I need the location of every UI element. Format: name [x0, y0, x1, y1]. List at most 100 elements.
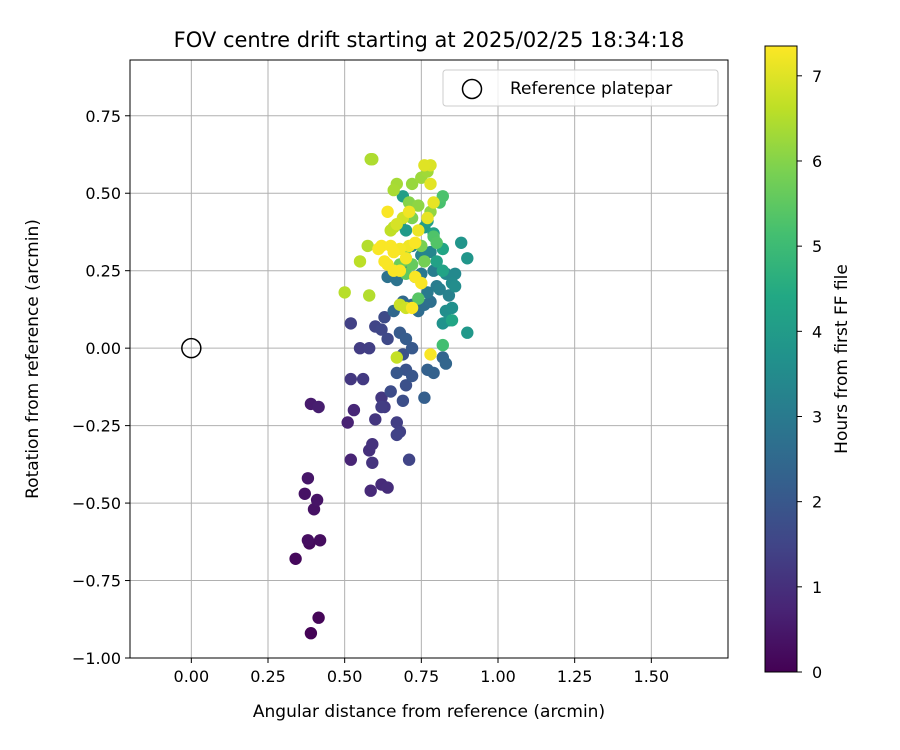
- colorbar: 0 1 2 3 4 5 6 7 Hours from first FF file: [764, 45, 852, 682]
- reference-platepar-marker: [181, 337, 202, 359]
- data-point: [412, 292, 425, 305]
- x-tick-label: 0.50: [327, 667, 363, 686]
- legend-label: Reference platepar: [510, 79, 672, 99]
- data-point: [436, 264, 449, 277]
- data-point: [409, 236, 422, 249]
- data-point: [418, 255, 431, 268]
- legend: Reference platepar: [442, 69, 719, 107]
- data-point: [347, 403, 361, 417]
- x-axis-label: Angular distance from reference (arcmin): [253, 702, 605, 722]
- x-tick-label: 0.00: [174, 667, 210, 686]
- data-point: [445, 314, 459, 327]
- data-point: [393, 264, 407, 277]
- data-point: [390, 428, 403, 442]
- data-point: [418, 391, 431, 404]
- colorbar-label: Hours from first FF file: [832, 264, 852, 454]
- data-point: [312, 611, 325, 624]
- data-point: [436, 338, 449, 352]
- data-point: [366, 456, 379, 469]
- data-point: [375, 323, 388, 336]
- data-point: [442, 289, 456, 302]
- data-point: [372, 242, 385, 256]
- data-point: [313, 534, 327, 547]
- data-point: [412, 224, 425, 237]
- data-point: [298, 487, 311, 500]
- data-point: [412, 199, 425, 212]
- data-point: [341, 416, 354, 429]
- data-point: [439, 357, 453, 370]
- data-point: [430, 236, 443, 249]
- data-point: [353, 255, 367, 268]
- data-point: [384, 385, 397, 398]
- data-point: [312, 400, 325, 414]
- y-tick-label: −0.75: [72, 572, 121, 591]
- data-point: [387, 183, 400, 197]
- colorbar-tick-label: 1: [812, 578, 822, 597]
- data-point: [381, 481, 394, 494]
- data-point: [421, 286, 434, 299]
- data-point: [304, 627, 318, 640]
- plot-frame: [129, 59, 729, 659]
- colorbar-tick-label: 6: [812, 152, 822, 171]
- colorbar-tick-label: 3: [812, 407, 822, 426]
- data-point: [364, 484, 377, 497]
- y-tick-label: 0.75: [85, 107, 121, 126]
- colorbar-tick-label: 2: [812, 493, 822, 512]
- x-tick-label: 1.00: [480, 667, 516, 686]
- data-point: [424, 245, 437, 259]
- data-point: [378, 255, 391, 268]
- data-point: [356, 372, 370, 386]
- data-point: [430, 255, 443, 268]
- x-tick-label: 0.25: [250, 667, 286, 686]
- data-point: [363, 289, 376, 302]
- y-tick-label: 0.25: [85, 262, 121, 281]
- data-point: [427, 264, 440, 277]
- x-tick-label: 0.75: [404, 667, 440, 686]
- data-point: [399, 224, 413, 237]
- legend-reference-marker: [461, 78, 483, 100]
- data-point: [405, 369, 419, 383]
- data-point: [301, 472, 315, 485]
- y-tick-label: 0.00: [85, 339, 121, 358]
- data-point: [353, 342, 367, 355]
- data-point: [381, 332, 394, 346]
- x-tick-label: 1.50: [634, 667, 670, 686]
- data-point: [424, 348, 437, 361]
- data-point: [405, 301, 419, 315]
- data-point: [396, 394, 410, 407]
- data-point: [421, 211, 434, 225]
- data-point: [363, 342, 376, 355]
- colorbar-tick-label: 4: [812, 322, 822, 341]
- data-point: [390, 416, 403, 429]
- data-point: [402, 453, 416, 466]
- data-point: [445, 301, 459, 315]
- y-axis-label: Rotation from reference (arcmin): [23, 219, 43, 499]
- data-point: [448, 280, 462, 293]
- data-point: [369, 413, 382, 426]
- axis-ticks: 0.00 0.25 0.50 0.75 1.00 1.25 1.50 −1.00 −0.75 −0…: [72, 107, 669, 686]
- data-point: [448, 267, 462, 280]
- data-point: [338, 286, 351, 299]
- y-tick-label: −1.00: [72, 649, 121, 668]
- data-point: [375, 400, 388, 414]
- data-point: [424, 177, 437, 191]
- data-point: [415, 276, 428, 290]
- data-point: [427, 196, 440, 209]
- data-point: [344, 372, 357, 386]
- data-point: [390, 366, 403, 380]
- data-point: [461, 326, 474, 339]
- data-point: [461, 252, 474, 265]
- data-point: [427, 366, 440, 380]
- y-tick-label: −0.25: [72, 417, 121, 436]
- data-point: [436, 190, 449, 203]
- data-point: [384, 239, 397, 253]
- data-point: [344, 317, 357, 330]
- data-point: [418, 159, 431, 172]
- colorbar-tick-label: 7: [812, 67, 822, 86]
- data-points: [181, 153, 474, 640]
- data-point: [361, 239, 374, 253]
- data-point: [390, 218, 403, 231]
- chart-title: FOV centre drift starting at 2025/02/25 …: [174, 28, 685, 52]
